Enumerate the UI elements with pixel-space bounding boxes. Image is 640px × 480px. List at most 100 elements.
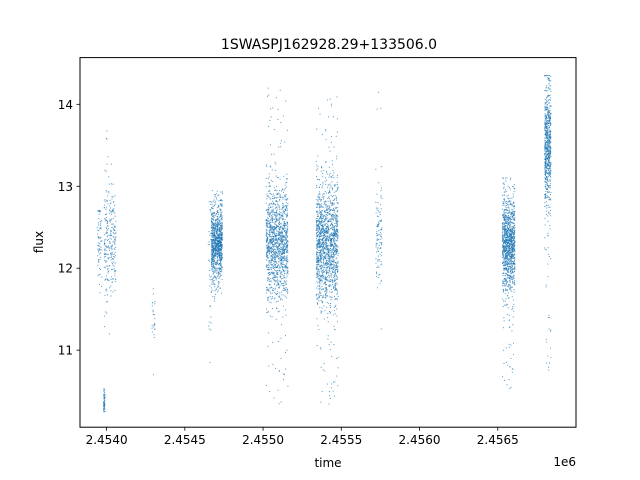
data-point <box>333 215 335 217</box>
data-point <box>331 355 333 357</box>
data-point <box>322 206 324 208</box>
data-point <box>324 244 326 246</box>
data-point <box>329 248 331 250</box>
data-point <box>317 268 319 270</box>
data-point <box>266 226 268 228</box>
data-point <box>272 292 274 294</box>
data-point <box>219 236 221 238</box>
data-point <box>286 215 288 217</box>
data-point <box>283 218 285 220</box>
data-point <box>323 201 325 203</box>
data-point <box>219 219 221 221</box>
data-point <box>219 287 221 289</box>
data-point <box>324 202 326 204</box>
data-point <box>216 233 218 235</box>
data-point <box>109 287 110 289</box>
data-point <box>97 260 99 262</box>
data-point <box>332 241 334 243</box>
data-point <box>332 174 334 176</box>
data-point <box>321 227 323 229</box>
data-point <box>108 333 110 335</box>
data-point <box>281 283 283 285</box>
data-point <box>325 284 327 286</box>
data-point <box>323 256 325 258</box>
data-point <box>329 258 331 260</box>
data-point <box>376 266 378 268</box>
data-point <box>210 239 212 241</box>
data-point <box>270 235 272 237</box>
data-point <box>279 238 281 240</box>
data-point <box>286 199 288 201</box>
data-point <box>335 272 337 274</box>
data-point <box>213 284 215 286</box>
data-point <box>330 387 332 389</box>
data-point <box>267 87 269 89</box>
data-point <box>280 243 282 245</box>
data-point <box>213 237 215 239</box>
data-point <box>513 272 515 274</box>
data-point <box>214 258 216 260</box>
data-point <box>221 248 223 250</box>
data-point <box>317 261 319 263</box>
data-point <box>506 237 508 239</box>
data-point <box>335 290 337 292</box>
data-point <box>329 201 331 203</box>
data-point <box>332 219 334 221</box>
data-point <box>220 204 222 206</box>
data-point <box>268 265 270 267</box>
data-point <box>209 305 211 307</box>
data-point <box>325 262 327 264</box>
data-point <box>315 262 317 264</box>
data-point <box>512 244 514 246</box>
data-point <box>220 249 222 251</box>
data-point <box>271 215 273 217</box>
data-point <box>273 244 275 246</box>
data-point <box>511 203 513 205</box>
data-point <box>329 150 331 152</box>
data-point <box>280 291 282 293</box>
data-point <box>280 208 282 210</box>
data-point <box>105 217 107 219</box>
data-point <box>213 239 215 241</box>
data-point <box>283 255 285 257</box>
data-point <box>106 268 108 270</box>
data-point <box>279 255 281 257</box>
data-point <box>216 261 218 263</box>
data-point <box>215 219 217 221</box>
data-point <box>283 228 285 230</box>
data-point <box>332 257 334 259</box>
data-point <box>320 268 322 270</box>
data-point <box>267 217 269 219</box>
data-point <box>377 248 379 250</box>
data-point <box>105 219 107 221</box>
data-point <box>275 216 277 218</box>
data-point <box>213 263 215 265</box>
data-point <box>99 249 101 251</box>
data-point <box>276 307 278 309</box>
data-point <box>271 169 273 171</box>
data-point <box>277 389 279 391</box>
data-point <box>266 265 268 267</box>
data-point <box>334 207 336 209</box>
data-point <box>269 165 271 167</box>
data-point <box>335 231 337 233</box>
data-point <box>325 258 327 260</box>
data-point <box>285 232 287 234</box>
data-point <box>220 248 222 250</box>
data-point <box>318 260 320 262</box>
data-point <box>211 283 213 285</box>
data-point <box>319 235 321 237</box>
data-point <box>332 280 334 282</box>
data-point <box>319 228 321 230</box>
data-point <box>220 264 222 266</box>
data-point <box>268 94 270 96</box>
data-point <box>212 254 214 256</box>
data-point <box>283 242 285 244</box>
data-point <box>319 278 321 280</box>
data-point <box>322 181 324 183</box>
data-point <box>268 214 270 216</box>
data-point <box>504 222 506 224</box>
data-point <box>214 231 216 233</box>
data-point <box>215 213 217 215</box>
data-point <box>508 261 510 263</box>
